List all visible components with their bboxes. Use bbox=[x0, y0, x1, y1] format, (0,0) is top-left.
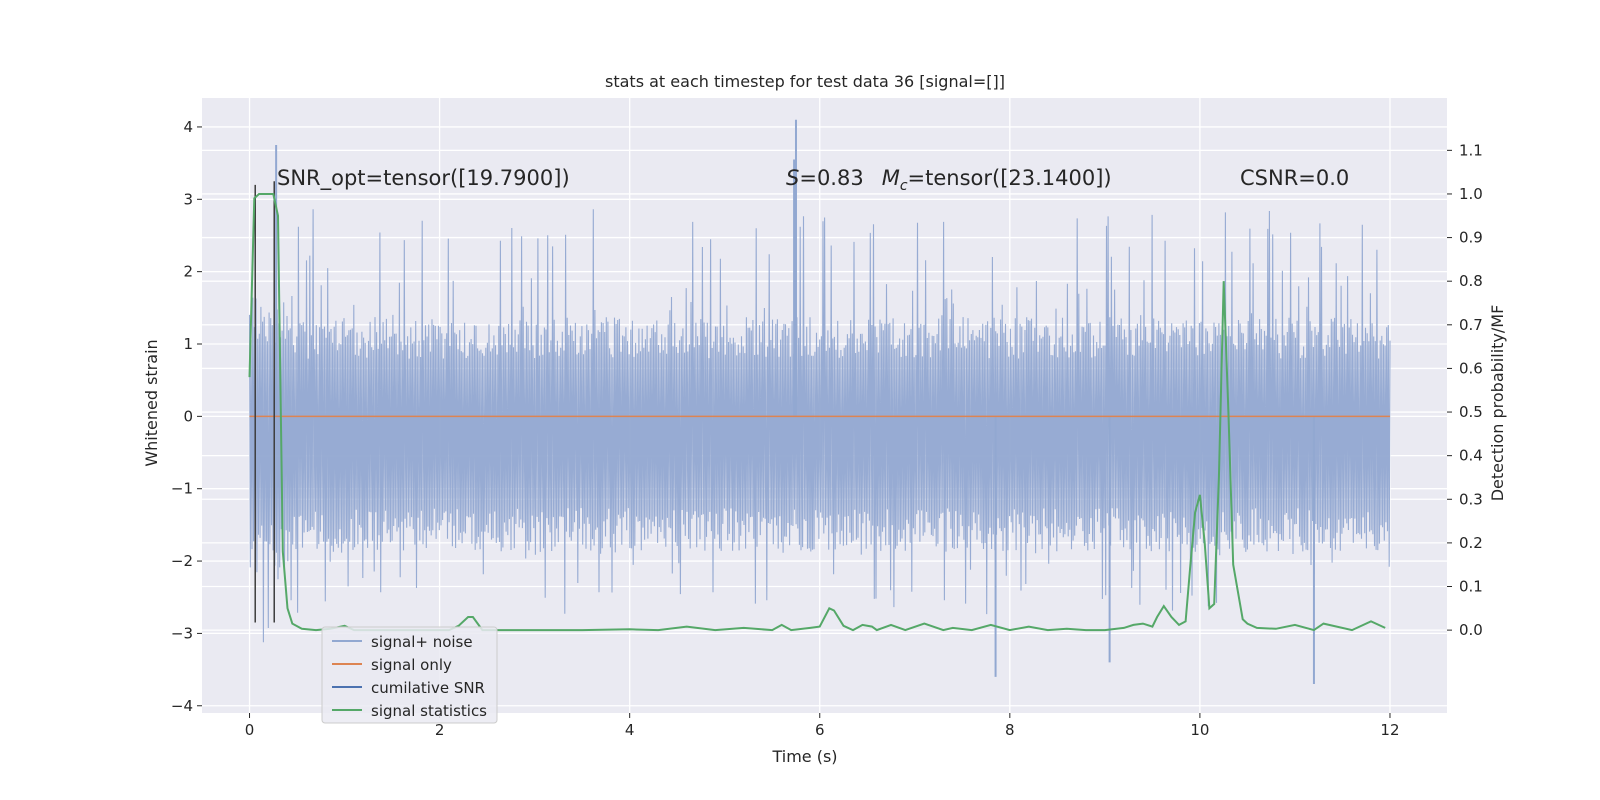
annotation-s-mc: S=0.83 Mc=tensor([23.1400]) bbox=[786, 166, 1112, 194]
y-tick-label: 0 bbox=[183, 407, 193, 425]
legend-label-signal-noise: signal+ noise bbox=[371, 633, 473, 651]
x-tick-label: 0 bbox=[245, 721, 255, 739]
annotation-csnr: CSNR=0.0 bbox=[1240, 166, 1349, 190]
noise-series-layer bbox=[248, 119, 1391, 685]
legend-label-signal-only: signal only bbox=[371, 656, 452, 674]
legend-frame bbox=[321, 626, 498, 724]
y-right-tick-label: 0.0 bbox=[1459, 621, 1483, 639]
y-tick-label: 3 bbox=[183, 190, 193, 208]
y-tick-label: 1 bbox=[183, 335, 193, 353]
annotation-s-symbol: S bbox=[786, 166, 799, 190]
ticks-layer: 0 2 4 6 8 10 12−4−3−2−1012340.00.10.20.30.40.5… bbox=[171, 118, 1483, 739]
y-right-tick-label: 0.4 bbox=[1459, 447, 1483, 465]
y-tick-label: −1 bbox=[171, 480, 193, 498]
x-tick-label: 12 bbox=[1380, 721, 1399, 739]
x-tick-label: 2 bbox=[435, 721, 445, 739]
x-axis-label: Time (s) bbox=[771, 747, 837, 766]
y-tick-label: 2 bbox=[183, 263, 193, 281]
y-right-tick-label: 1.1 bbox=[1459, 141, 1483, 159]
legend: signal+ noise signal only cumilative SNR… bbox=[321, 626, 498, 724]
annotation-mc-symbol: M bbox=[882, 166, 900, 190]
annotation-snr: SNR_opt=tensor([19.7900]) bbox=[277, 166, 570, 191]
y-right-tick-label: 0.9 bbox=[1459, 229, 1483, 247]
series-signal-noise bbox=[248, 209, 1391, 643]
annotation-s-value: =0.83 bbox=[799, 166, 863, 190]
y-axis-label-right: Detection probability/MF bbox=[1488, 305, 1507, 502]
y-right-tick-label: 0.1 bbox=[1459, 578, 1483, 596]
y-tick-label: −3 bbox=[171, 624, 193, 642]
y-tick-label: −4 bbox=[171, 697, 193, 715]
annotation-mc-subscript: c bbox=[900, 178, 908, 194]
x-tick-label: 6 bbox=[815, 721, 825, 739]
y-right-tick-label: 0.8 bbox=[1459, 272, 1483, 290]
y-tick-label: 4 bbox=[183, 118, 193, 136]
y-right-tick-label: 0.6 bbox=[1459, 359, 1483, 377]
y-right-tick-label: 0.3 bbox=[1459, 490, 1483, 508]
y-right-tick-label: 0.5 bbox=[1459, 403, 1483, 421]
y-axis-label: Whitened strain bbox=[142, 339, 161, 466]
annotation-mc-value: =tensor([23.1400]) bbox=[908, 166, 1112, 190]
x-tick-label: 8 bbox=[1005, 721, 1015, 739]
x-tick-label: 4 bbox=[625, 721, 635, 739]
chart-title: stats at each timestep for test data 36 … bbox=[605, 72, 1005, 91]
y-tick-label: −2 bbox=[171, 552, 193, 570]
legend-label-cumulative-snr: cumilative SNR bbox=[371, 679, 485, 697]
x-tick-label: 10 bbox=[1190, 721, 1209, 739]
y-right-tick-label: 0.2 bbox=[1459, 534, 1483, 552]
y-right-tick-label: 0.7 bbox=[1459, 316, 1483, 334]
legend-label-signal-statistics: signal statistics bbox=[371, 702, 487, 720]
y-right-tick-label: 1.0 bbox=[1459, 185, 1483, 203]
